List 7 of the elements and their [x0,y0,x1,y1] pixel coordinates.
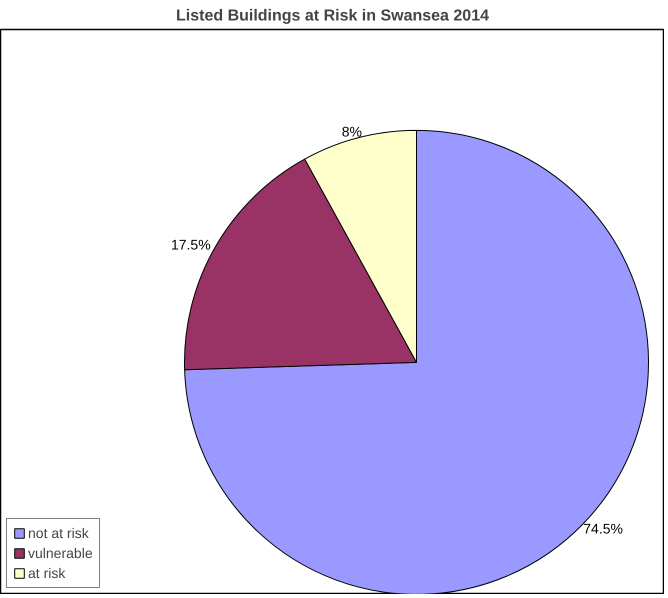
legend-label: vulnerable [28,545,93,561]
data-label: 17.5% [170,236,211,252]
data-label: 74.5% [583,520,623,536]
data-label: 8% [342,124,362,140]
legend-label: not at risk [28,525,89,541]
legend-label: at risk [28,565,66,581]
chart-title: Listed Buildings at Risk in Swansea 2014 [176,8,490,24]
